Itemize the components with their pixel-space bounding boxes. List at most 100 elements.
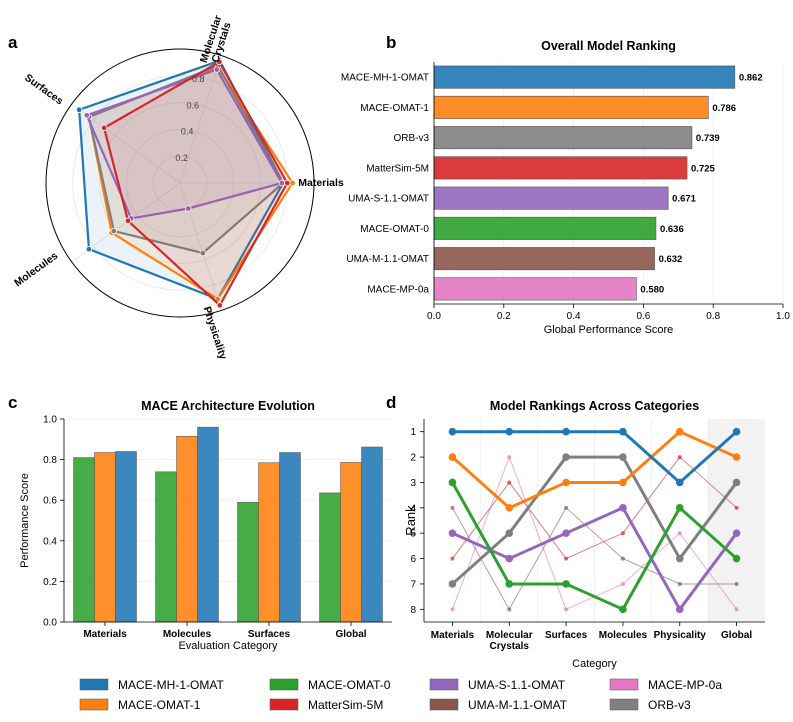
x-axis-label: Global Performance Score — [544, 324, 674, 336]
y-tick-label: 7 — [410, 579, 416, 590]
value-label: 0.739 — [696, 133, 720, 144]
rank-point-ORB-v3 — [675, 554, 684, 563]
rank-point-UMA-M-1.1-OMAT — [620, 556, 625, 561]
bar-MACE-MH-1-OMAT — [197, 426, 219, 623]
panel-letter-b: b — [386, 33, 396, 52]
radar-r-tick: 0.8 — [192, 74, 205, 84]
category-label: ORB-v3 — [393, 133, 429, 144]
rank-line-MACE-MH-1-OMAT — [452, 430, 738, 484]
rank-point-ORB-v3 — [619, 453, 627, 461]
bar-MACE-OMAT-1 — [340, 462, 362, 623]
radar-point-MACE-OMAT-1 — [289, 179, 296, 187]
legend-label: UMA-M-1.1-OMAT — [468, 698, 568, 712]
radar-point-MatterSim-5M — [216, 302, 223, 309]
radar-point-MatterSim-5M — [100, 124, 108, 132]
bar-MACE-MH-1-OMAT — [361, 446, 383, 623]
rank-point-MACE-OMAT-0 — [562, 580, 570, 588]
legend-swatch-ORB-v3 — [609, 698, 639, 711]
legend-swatch-UMA-M-1.1-OMAT — [429, 698, 459, 711]
mace-evolution-chart: MACE Architecture Evolution 0.0 0.2 0.4 0.6 0… — [19, 399, 392, 652]
radar-point-ORB-v3 — [110, 227, 118, 235]
y-tick-label: 5 — [410, 529, 416, 540]
ranking-bar-chart: Overall Model Ranking 0.0 0.2 0.4 0.6 0.8 1.0 M… — [341, 39, 791, 336]
x-tick-label: Surfaces — [545, 630, 588, 641]
y-tick-label: 8 — [410, 605, 416, 616]
legend-label: MACE-OMAT-0 — [308, 678, 391, 692]
legend-label: MatterSim-5M — [308, 698, 383, 712]
bar-MACE-OMAT-1 — [94, 452, 116, 623]
rank-point-MACE-MP-0a — [620, 581, 625, 586]
x-axis-label: Category — [572, 658, 617, 670]
radar-point-UMA-S-1.1-OMAT — [213, 66, 221, 73]
x-tick-label: Physicality — [654, 630, 707, 641]
radar-r-tick: 0.4 — [181, 127, 194, 137]
radar-point-MACE-MH-1-OMAT — [75, 106, 83, 113]
bar-MatterSim-5M — [433, 156, 688, 180]
radar-series-MatterSim-5M — [103, 60, 289, 307]
legend-label: MACE-OMAT-1 — [118, 698, 201, 712]
rank-point-MACE-OMAT-0 — [732, 554, 741, 563]
radar-point-MACE-OMAT-1 — [214, 295, 221, 303]
y-tick-label: 0.6 — [43, 496, 57, 507]
rank-point-MACE-MH-1-OMAT — [562, 427, 570, 436]
rank-point-MACE-OMAT-1 — [448, 453, 457, 461]
radar-axis-label: Surfaces — [22, 72, 65, 108]
rank-point-UMA-M-1.1-OMAT — [564, 505, 569, 510]
rank-point-UMA-M-1.1-OMAT — [450, 505, 455, 510]
bar-MACE-OMAT-0 — [155, 471, 177, 623]
rank-line-ORB-v3 — [451, 455, 738, 586]
value-label: 0.725 — [691, 163, 715, 174]
x-tick-label: Surfaces — [248, 629, 291, 640]
radar-point-MatterSim-5M — [124, 217, 132, 225]
bar-UMA-M-1.1-OMAT — [433, 247, 655, 271]
x-tick-label: Materials — [83, 629, 127, 640]
radar-axis-label: Materials — [298, 177, 344, 189]
radar-axis-label: Physicality — [201, 305, 229, 361]
rank-point-MACE-MP-0a — [507, 455, 512, 460]
x-tick-label: 0.8 — [706, 311, 720, 322]
y-tick-label: 0.8 — [43, 455, 57, 466]
rank-point-UMA-S-1.1-OMAT — [562, 529, 570, 537]
rank-point-MACE-MH-1-OMAT — [619, 427, 627, 436]
y-tick-label: 0.0 — [43, 618, 57, 629]
rank-point-UMA-M-1.1-OMAT — [734, 581, 739, 586]
bar-MACE-OMAT-0 — [319, 492, 341, 623]
rank-point-MACE-OMAT-1 — [619, 478, 627, 487]
rank-point-MACE-MH-1-OMAT — [505, 427, 514, 436]
legend-label: MACE-MH-1-OMAT — [118, 678, 224, 692]
rank-point-MatterSim-5M — [564, 556, 569, 561]
x-tick-label: 0.0 — [427, 311, 441, 322]
chart-title: MACE Architecture Evolution — [141, 399, 315, 413]
x-tick-label: Molecules — [163, 629, 212, 640]
rank-line-UMA-M-1.1-OMAT — [451, 507, 737, 610]
radar-spoke — [179, 55, 222, 184]
rank-point-MACE-MP-0a — [564, 607, 569, 612]
rank-point-MACE-MP-0a — [450, 607, 455, 612]
x-tick-label: Global — [721, 630, 752, 641]
bar-ORB-v3 — [433, 126, 693, 150]
bar-MACE-MH-1-OMAT — [433, 65, 736, 89]
x-tick-label: Materials — [431, 630, 475, 641]
rank-point-ORB-v3 — [448, 580, 457, 588]
legend-swatch-MACE-MH-1-OMAT — [79, 678, 109, 691]
bar-MACE-OMAT-1 — [433, 95, 709, 119]
rank-point-MACE-MH-1-OMAT — [448, 427, 457, 436]
legend-label: UMA-S-1.1-OMAT — [468, 678, 566, 692]
radar-chart: 0.2 0.4 0.6 0.8 Materials Physicality Molecule… — [12, 14, 344, 361]
radar-series-ORB-v3 — [87, 64, 285, 255]
legend-label: MACE-MP-0a — [648, 678, 722, 692]
rank-point-UMA-M-1.1-OMAT — [507, 607, 512, 612]
y-tick-label: 2 — [410, 453, 416, 464]
rank-point-MatterSim-5M — [677, 455, 682, 460]
x-tick-label: 0.6 — [636, 311, 650, 322]
rank-line-UMA-S-1.1-OMAT — [451, 506, 738, 611]
rank-point-MatterSim-5M — [507, 480, 512, 485]
rank-point-ORB-v3 — [505, 529, 514, 537]
radar-r-tick: 0.6 — [186, 100, 199, 110]
chart-title: Model Rankings Across Categories — [490, 399, 699, 413]
legend-swatch-MACE-OMAT-1 — [79, 698, 109, 711]
y-tick-label: 0.4 — [43, 536, 57, 547]
value-label: 0.580 — [640, 284, 664, 295]
bar-MACE-OMAT-0 — [73, 457, 95, 623]
